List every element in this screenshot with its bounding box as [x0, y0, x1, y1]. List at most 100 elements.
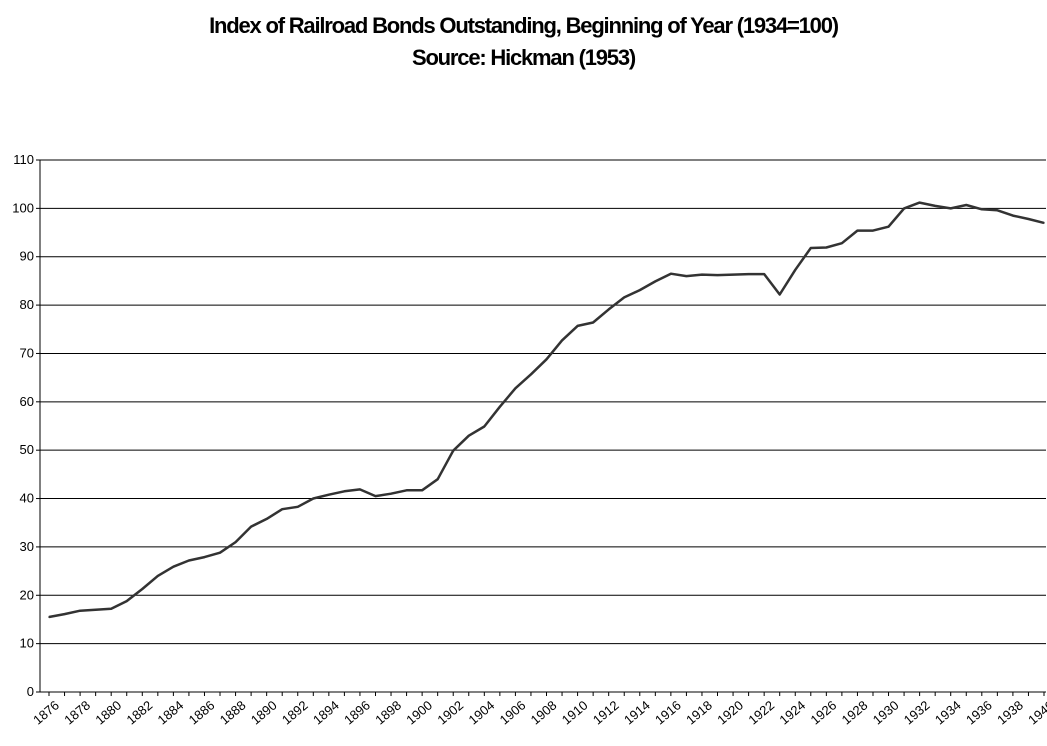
- x-tick-label: 1894: [310, 698, 342, 728]
- x-tick-label: 1890: [248, 698, 280, 728]
- x-tick-label: 1892: [279, 698, 311, 728]
- y-tick-label: 10: [20, 636, 34, 651]
- x-tick-label: 1900: [403, 698, 435, 728]
- data-point: [110, 608, 112, 610]
- data-point: [763, 273, 765, 275]
- data-point: [981, 208, 983, 211]
- y-tick-label: 70: [20, 345, 34, 360]
- series-line: [48, 201, 1045, 619]
- data-point: [607, 308, 610, 311]
- data-point: [125, 600, 128, 602]
- data-point: [1043, 222, 1045, 224]
- x-tick-label: 1936: [963, 698, 995, 728]
- x-tick-label: 1918: [683, 698, 715, 728]
- y-tick-label: 90: [20, 249, 34, 264]
- y-tick-label: 100: [12, 200, 34, 215]
- data-point: [157, 575, 159, 577]
- data-point: [670, 272, 672, 275]
- x-tick-label: 1902: [434, 698, 466, 728]
- data-point: [592, 321, 594, 324]
- data-point: [809, 247, 812, 249]
- x-tick-label: 1934: [932, 698, 964, 728]
- data-point: [421, 489, 423, 492]
- y-tick-label: 110: [13, 152, 34, 167]
- data-point: [872, 229, 874, 232]
- data-point: [903, 207, 905, 210]
- x-tick-label: 1880: [92, 698, 124, 728]
- x-tick-label: 1906: [497, 698, 529, 728]
- data-point: [312, 497, 315, 500]
- data-point: [825, 246, 828, 249]
- x-tick-label: 1908: [528, 698, 560, 728]
- x-tick-label: 1878: [61, 698, 93, 728]
- y-tick-label: 50: [20, 442, 34, 457]
- y-tick-label: 40: [20, 491, 34, 506]
- x-tick-label: 1926: [808, 698, 840, 728]
- data-point: [328, 493, 330, 496]
- x-tick-label: 1904: [466, 698, 498, 728]
- data-point: [79, 609, 81, 612]
- x-tick-label: 1896: [341, 698, 373, 728]
- data-point: [716, 274, 719, 276]
- data-point: [188, 559, 190, 562]
- data-point: [685, 275, 688, 277]
- x-tick-label: 1924: [776, 698, 808, 728]
- x-tick-label: 1920: [714, 698, 746, 728]
- x-tick-label: 1932: [901, 698, 933, 728]
- y-tick-label: 60: [20, 394, 34, 409]
- data-point: [561, 339, 563, 342]
- data-point: [701, 273, 703, 276]
- x-tick-label: 1912: [590, 698, 622, 728]
- data-point: [234, 541, 237, 543]
- data-point: [1012, 214, 1014, 217]
- data-point: [747, 273, 750, 275]
- x-tick-label: 1940: [1025, 698, 1047, 728]
- data-point: [483, 425, 486, 428]
- data-point: [530, 373, 532, 376]
- data-point: [94, 608, 97, 611]
- data-point: [265, 518, 268, 520]
- data-point: [359, 488, 361, 491]
- data-point: [436, 478, 439, 481]
- chart-title: Index of Railroad Bonds Outstanding, Beg…: [209, 13, 839, 38]
- x-tick-label: 1914: [621, 698, 653, 728]
- data-point: [841, 242, 843, 244]
- y-tick-label: 80: [20, 297, 34, 312]
- x-tick-label: 1922: [745, 698, 777, 728]
- x-tick-label: 1930: [870, 698, 902, 728]
- data-point: [887, 225, 890, 228]
- data-point: [467, 434, 470, 437]
- data-point: [545, 358, 548, 361]
- chart-titles: Index of Railroad Bonds Outstanding, Beg…: [0, 10, 1047, 74]
- data-point: [934, 205, 936, 207]
- x-tick-label: 1882: [123, 698, 155, 728]
- data-point: [654, 280, 657, 283]
- data-point: [638, 289, 641, 291]
- x-tick-label: 1876: [30, 698, 62, 728]
- data-point: [219, 551, 221, 554]
- data-point: [514, 387, 517, 390]
- chart-subtitle: Source: Hickman (1953): [411, 45, 636, 70]
- data-point: [732, 273, 734, 276]
- data-point: [918, 201, 921, 204]
- data-point: [499, 405, 501, 408]
- data-point: [949, 207, 952, 210]
- data-point: [778, 293, 781, 296]
- y-tick-label: 0: [27, 684, 34, 699]
- x-tick-label: 1910: [559, 698, 591, 728]
- x-tick-label: 1938: [994, 698, 1026, 728]
- x-tick-label: 1886: [186, 698, 218, 728]
- data-point: [281, 508, 284, 510]
- data-point: [576, 325, 579, 327]
- data-point: [250, 525, 252, 528]
- data-point: [343, 490, 346, 493]
- data-point: [203, 556, 206, 558]
- data-point: [172, 565, 175, 568]
- y-tick-label: 20: [20, 587, 34, 602]
- data-point: [374, 495, 377, 497]
- data-point: [996, 209, 999, 212]
- data-point: [623, 296, 626, 299]
- data-point: [390, 492, 392, 495]
- x-tick-label: 1898: [372, 698, 404, 728]
